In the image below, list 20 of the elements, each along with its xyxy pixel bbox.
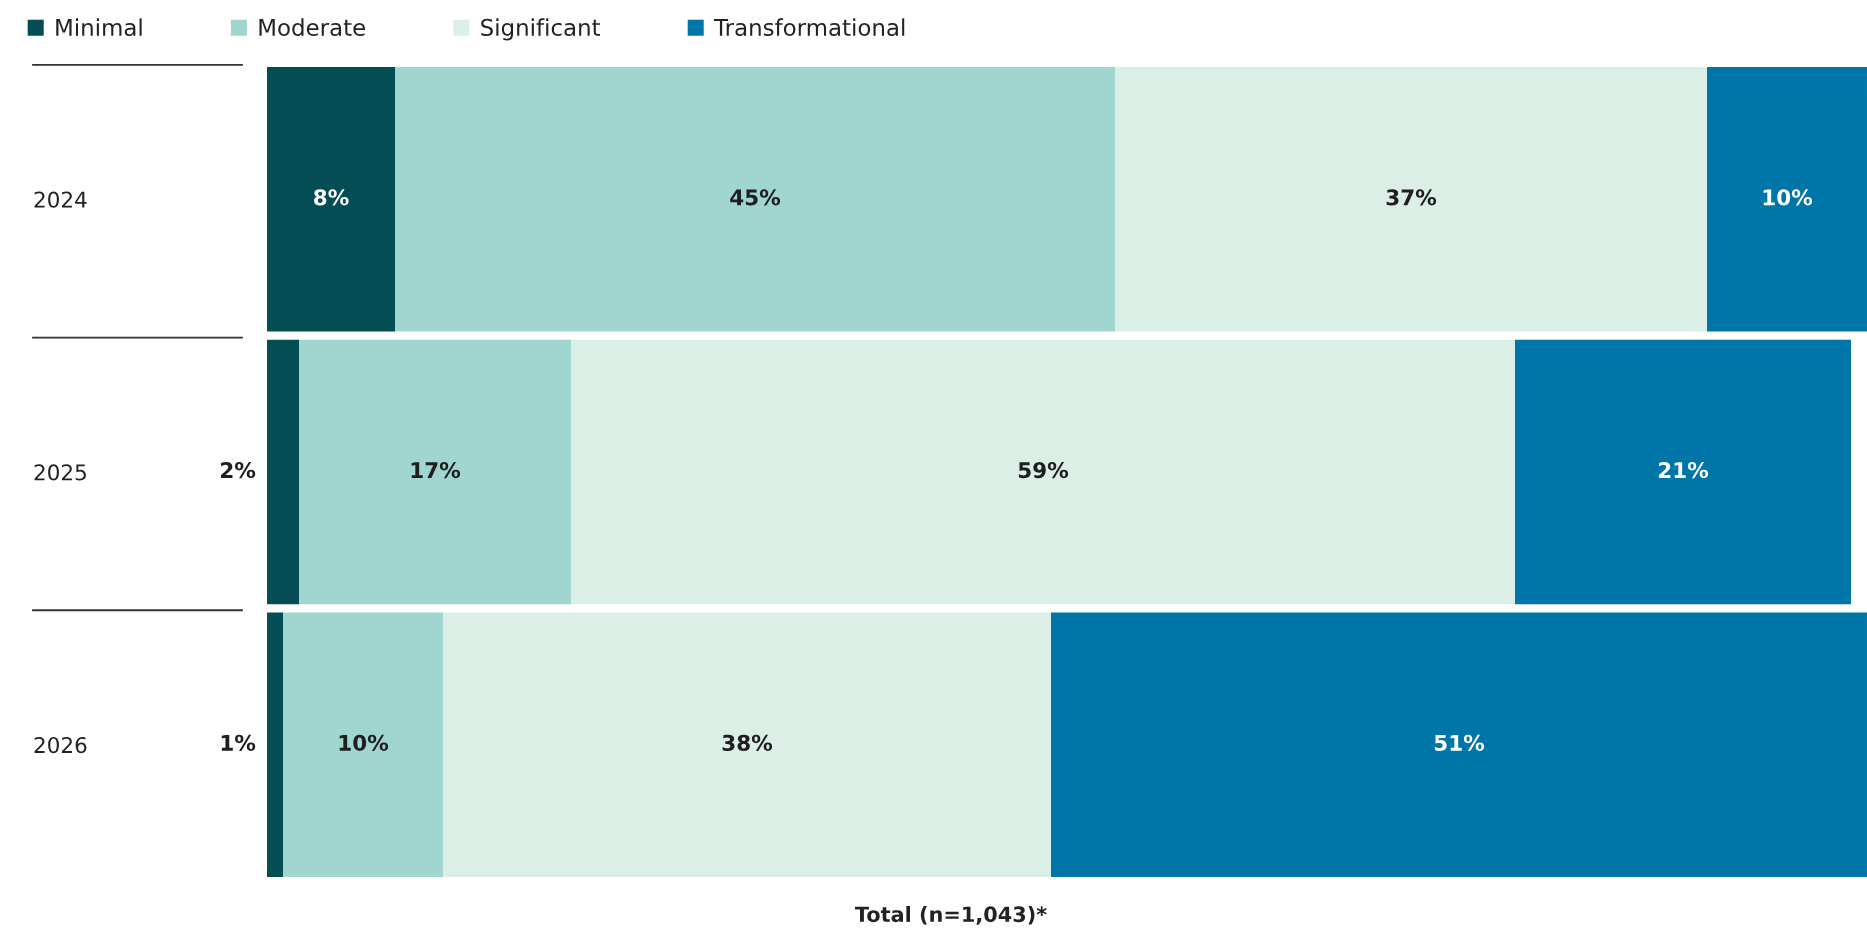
data-label: 17% xyxy=(411,461,461,479)
data-label: 38% xyxy=(722,734,773,751)
legend-label: Transformational xyxy=(713,18,905,37)
data-label: 10% xyxy=(1763,189,1813,206)
data-label: 51% xyxy=(1434,734,1485,751)
x-axis-title: Total (n=1,043)* xyxy=(854,906,1047,925)
y-tick-label: 2026 xyxy=(34,736,87,754)
data-label: 59% xyxy=(1018,461,1069,479)
legend-label: Significant xyxy=(481,18,601,41)
legend-label: Moderate xyxy=(259,18,365,37)
data-label: 37% xyxy=(1386,189,1437,206)
data-label: 10% xyxy=(339,734,389,751)
data-label: 21% xyxy=(1658,461,1709,479)
y-tick-label: 2025 xyxy=(34,464,86,481)
legend-label: Minimal xyxy=(56,18,142,37)
y-tick-label: 2024 xyxy=(34,191,87,208)
data-label: 45% xyxy=(730,189,781,206)
data-label: 1% xyxy=(221,734,256,751)
data-label: 8% xyxy=(314,189,349,206)
data-label: 2% xyxy=(221,461,256,479)
